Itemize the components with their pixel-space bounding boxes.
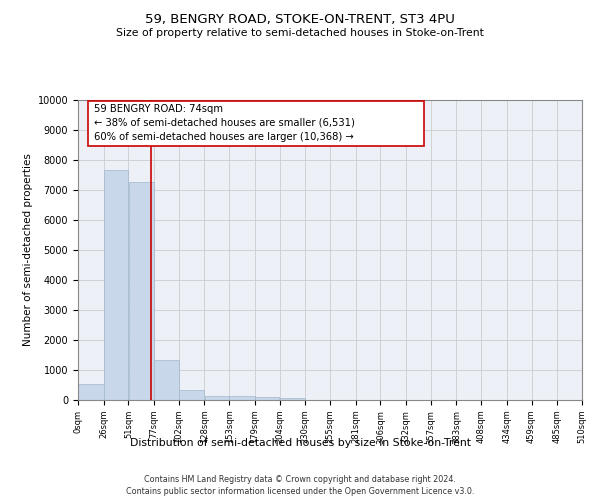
Bar	[229, 396, 255, 400]
Text: Contains public sector information licensed under the Open Government Licence v3: Contains public sector information licen…	[126, 488, 474, 496]
Text: Size of property relative to semi-detached houses in Stoke-on-Trent: Size of property relative to semi-detach…	[116, 28, 484, 38]
Text: 59, BENGRY ROAD, STOKE-ON-TRENT, ST3 4PU: 59, BENGRY ROAD, STOKE-ON-TRENT, ST3 4PU	[145, 12, 455, 26]
Text: 60% of semi-detached houses are larger (10,368) →: 60% of semi-detached houses are larger (…	[94, 132, 353, 142]
Bar	[104, 170, 128, 400]
Bar	[280, 398, 305, 400]
Text: 59 BENGRY ROAD: 74sqm: 59 BENGRY ROAD: 74sqm	[94, 104, 223, 114]
Bar	[255, 397, 280, 400]
Bar	[154, 360, 179, 400]
Bar	[128, 182, 154, 400]
Text: Distribution of semi-detached houses by size in Stoke-on-Trent: Distribution of semi-detached houses by …	[130, 438, 470, 448]
Bar	[88, 101, 424, 146]
Bar	[205, 396, 229, 400]
Bar	[78, 384, 104, 400]
Bar	[179, 390, 205, 400]
Text: Contains HM Land Registry data © Crown copyright and database right 2024.: Contains HM Land Registry data © Crown c…	[144, 475, 456, 484]
Text: ← 38% of semi-detached houses are smaller (6,531): ← 38% of semi-detached houses are smalle…	[94, 118, 355, 128]
Y-axis label: Number of semi-detached properties: Number of semi-detached properties	[23, 154, 34, 346]
